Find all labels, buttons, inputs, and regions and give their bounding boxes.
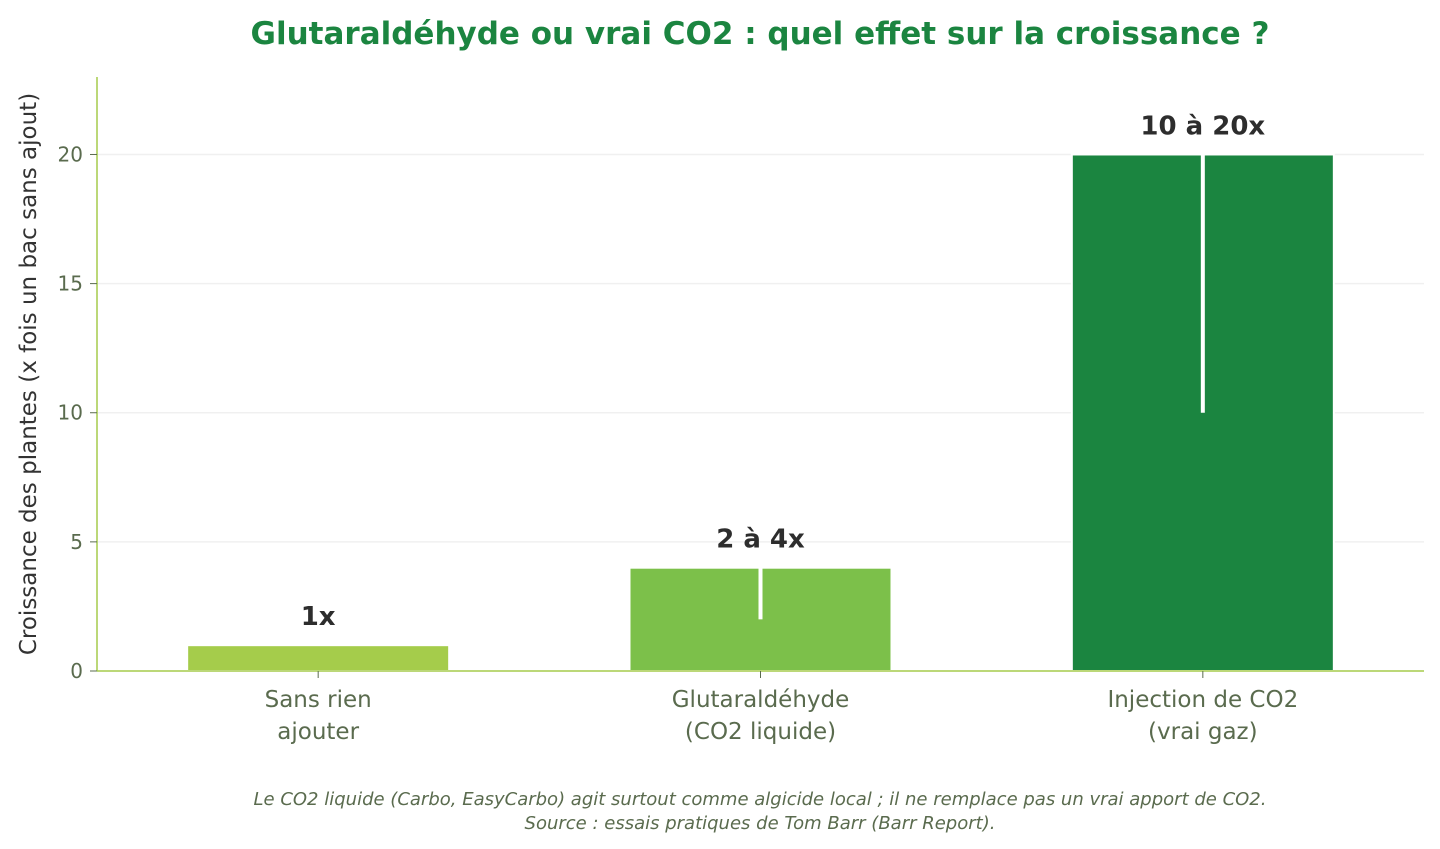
- x-ticks: Sans rien ajouter Glutaraldéhyde (CO2 liqui…: [265, 671, 1298, 745]
- y-ticks: 0 5 10 15 20: [58, 142, 97, 683]
- x-tick-label: Glutaraldéhyde: [672, 687, 850, 713]
- x-tick-label: (CO2 liquide): [685, 719, 836, 745]
- data-label: 10 à 20x: [1140, 111, 1265, 141]
- y-tick-label: 10: [58, 401, 83, 425]
- data-label: 1x: [301, 602, 336, 632]
- value-labels: 1x 2 à 4x 10 à 20x: [301, 111, 1266, 632]
- data-label: 2 à 4x: [716, 525, 805, 555]
- x-tick-label: ajouter: [277, 719, 359, 745]
- bar: [186, 644, 451, 672]
- x-tick-label: (vrai gaz): [1148, 719, 1258, 745]
- chart-title: Glutaraldéhyde ou vrai CO2 : quel effet …: [251, 16, 1270, 52]
- source-note: Source : essais pratiques de Tom Barr (B…: [525, 813, 996, 834]
- y-tick-label: 0: [70, 659, 83, 683]
- footnote: Le CO2 liquide (Carbo, EasyCarbo) agit s…: [254, 789, 1267, 810]
- y-axis-label: Croissance des plantes (x fois un bac sa…: [16, 93, 42, 655]
- y-tick-label: 5: [70, 530, 83, 554]
- x-tick-label: Sans rien: [265, 687, 372, 713]
- y-tick-label: 20: [58, 142, 83, 166]
- y-tick-label: 15: [58, 272, 83, 296]
- x-tick-label: Injection de CO2: [1107, 687, 1298, 713]
